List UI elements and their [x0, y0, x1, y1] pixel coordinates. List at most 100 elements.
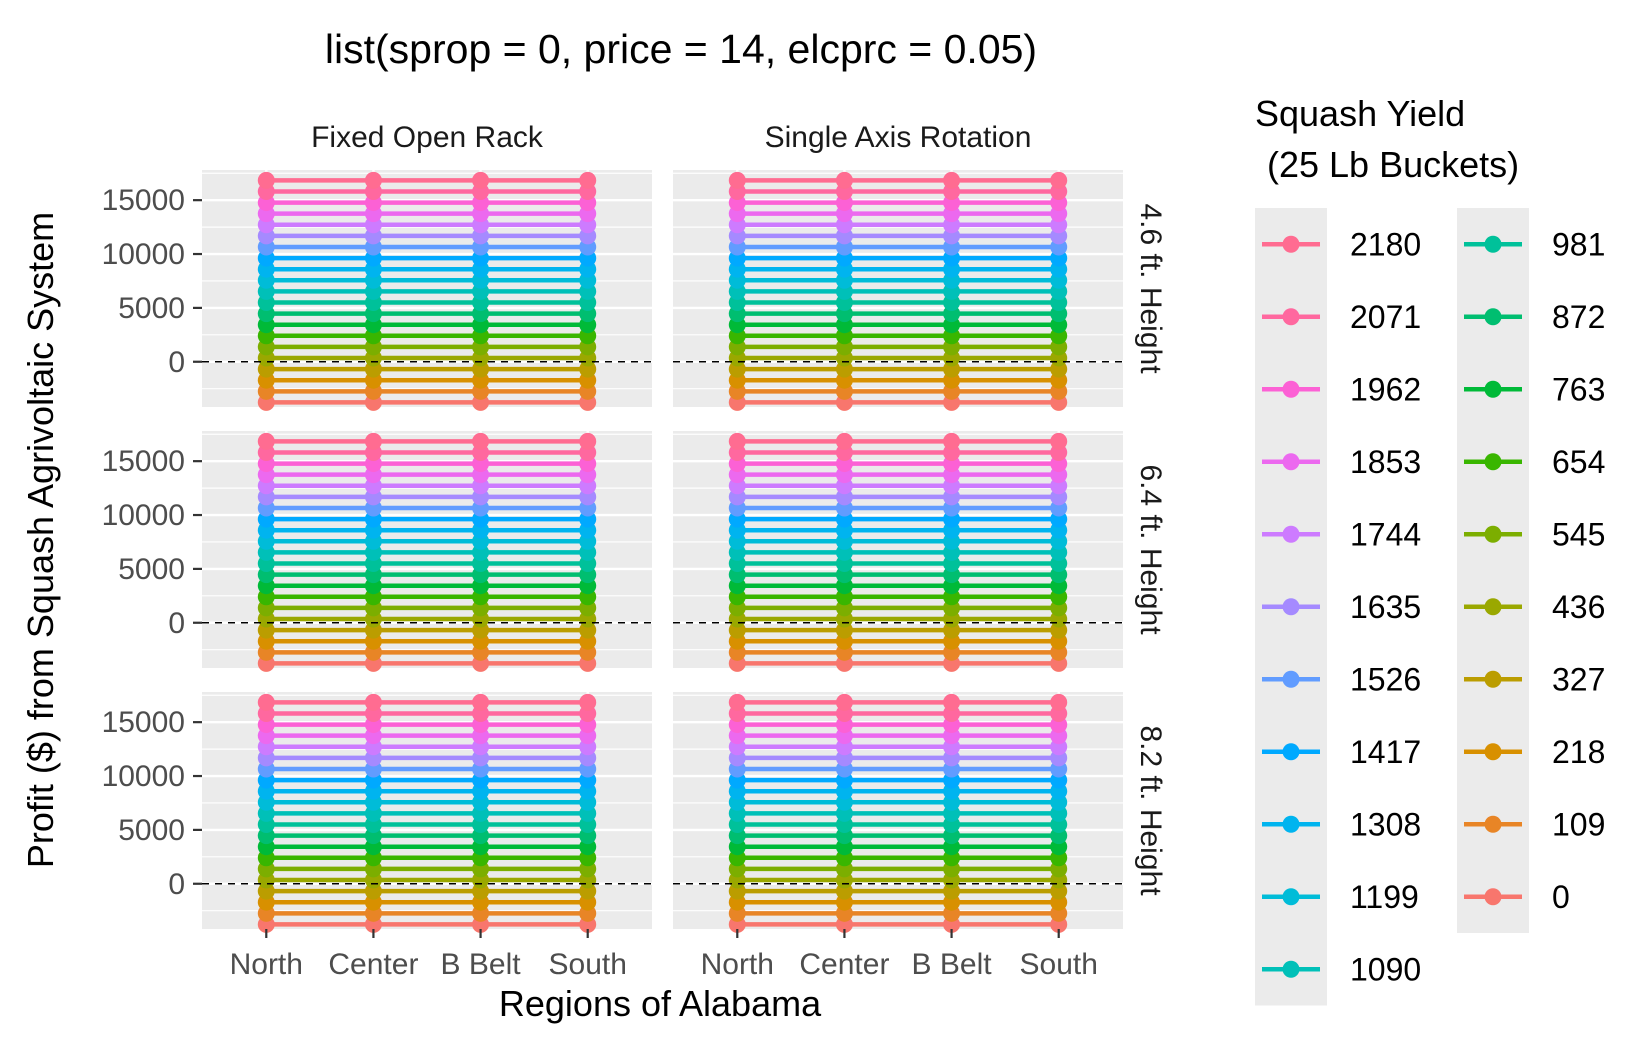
y-tick-label: 15000	[102, 184, 185, 217]
data-point	[257, 432, 275, 450]
chart-title: list(sprop = 0, price = 14, elcprc = 0.0…	[325, 26, 1037, 72]
x-tick-label: South	[549, 948, 627, 981]
y-tick-label: 5000	[118, 814, 185, 847]
legend-label: 1744	[1350, 516, 1421, 552]
legend-key-point	[1282, 235, 1300, 253]
y-tick-label: 0	[168, 868, 185, 901]
data-point	[472, 432, 490, 450]
data-point	[472, 693, 490, 711]
data-point	[943, 171, 961, 189]
legend-label: 0	[1552, 879, 1570, 915]
facet-panel	[673, 431, 1123, 672]
data-point	[579, 693, 597, 711]
legend-title: Squash Yield	[1255, 93, 1465, 134]
legend-label: 1308	[1350, 806, 1421, 842]
legend-key-point	[1484, 453, 1502, 471]
legend-label: 981	[1552, 226, 1605, 262]
y-tick-label: 15000	[102, 445, 185, 478]
legend-label: 109	[1552, 806, 1605, 842]
x-tick-label: B Belt	[441, 948, 522, 981]
legend-key-point	[1484, 525, 1502, 543]
legend-label: 2071	[1350, 299, 1421, 335]
data-point	[364, 693, 382, 711]
data-point	[943, 693, 961, 711]
y-tick-label: 10000	[102, 238, 185, 271]
facet-column-label: Fixed Open Rack	[311, 121, 544, 154]
legend-key-point	[1282, 670, 1300, 688]
x-tick-label: Center	[799, 948, 889, 981]
legend-label: 872	[1552, 299, 1605, 335]
facet-panels	[202, 170, 1123, 933]
y-tick-label: 0	[168, 607, 185, 640]
legend-key-point	[1282, 888, 1300, 906]
legend-label: 1417	[1350, 734, 1421, 770]
y-tick-label: 15000	[102, 706, 185, 739]
facet-panel	[673, 692, 1123, 933]
legend-key-point	[1282, 598, 1300, 616]
data-point	[364, 432, 382, 450]
data-point	[835, 693, 853, 711]
x-tick-label: South	[1020, 948, 1098, 981]
legend-key-background	[1457, 208, 1529, 933]
legend-key-point	[1282, 743, 1300, 761]
legend-label: 1199	[1350, 879, 1419, 915]
facet-row-label: 8.2 ft. Height	[1134, 725, 1167, 896]
legend-key-point	[1484, 888, 1502, 906]
data-point	[728, 432, 746, 450]
legend-label: 327	[1552, 661, 1605, 697]
y-tick-label: 10000	[102, 760, 185, 793]
legend-subtitle: (25 Lb Buckets)	[1267, 144, 1519, 185]
data-point	[364, 171, 382, 189]
data-point	[1050, 432, 1068, 450]
data-point	[472, 171, 490, 189]
facet-panel	[202, 431, 652, 672]
facet-row-label: 4.6 ft. Height	[1134, 203, 1167, 374]
legend-label: 763	[1552, 371, 1605, 407]
y-tick-label: 5000	[118, 292, 185, 325]
legend-label: 654	[1552, 444, 1605, 480]
legend-label: 218	[1552, 734, 1605, 770]
data-point	[1050, 171, 1068, 189]
legend-key-point	[1484, 308, 1502, 326]
data-point	[835, 432, 853, 450]
legend-key-point	[1484, 815, 1502, 833]
data-point	[835, 171, 853, 189]
data-point	[943, 432, 961, 450]
legend-label: 1962	[1350, 371, 1421, 407]
x-tick-label: North	[701, 948, 774, 981]
legend-label: 1853	[1350, 444, 1421, 480]
x-tick-label: Center	[328, 948, 418, 981]
data-point	[257, 171, 275, 189]
legend-key-point	[1484, 235, 1502, 253]
legend-key-point	[1484, 380, 1502, 398]
data-point	[728, 693, 746, 711]
facet-column-label: Single Axis Rotation	[765, 121, 1032, 154]
data-point	[579, 432, 597, 450]
legend-label: 1090	[1350, 951, 1421, 987]
y-axis-title: Profit ($) from Squash Agrivoltaic Syste…	[20, 212, 61, 868]
facet-panel	[202, 692, 652, 933]
legend: Squash Yield (25 Lb Buckets) 218 0 2071 196…	[1255, 93, 1605, 1006]
y-tick-label: 0	[168, 346, 185, 379]
legend-key-point	[1282, 960, 1300, 978]
x-axis-title: Regions of Alabama	[499, 983, 822, 1024]
legend-key-point	[1282, 525, 1300, 543]
legend-key-point	[1484, 670, 1502, 688]
y-tick-label: 10000	[102, 499, 185, 532]
data-point	[579, 171, 597, 189]
data-point	[1050, 693, 1068, 711]
axes: Fixed Open Rack Single Axis Rotation 4.6 f…	[102, 121, 1167, 981]
facet-panel	[673, 170, 1123, 411]
legend-key-point	[1484, 743, 1502, 761]
y-tick-label: 5000	[118, 553, 185, 586]
legend-key-point	[1484, 598, 1502, 616]
x-tick-label: B Belt	[912, 948, 993, 981]
data-point	[728, 171, 746, 189]
legend-label: 545	[1552, 516, 1605, 552]
legend-key-point	[1282, 380, 1300, 398]
facet-row-label: 6.4 ft. Height	[1134, 464, 1167, 635]
data-point	[257, 693, 275, 711]
legend-key-point	[1282, 453, 1300, 471]
legend-label: 1526	[1350, 661, 1421, 697]
